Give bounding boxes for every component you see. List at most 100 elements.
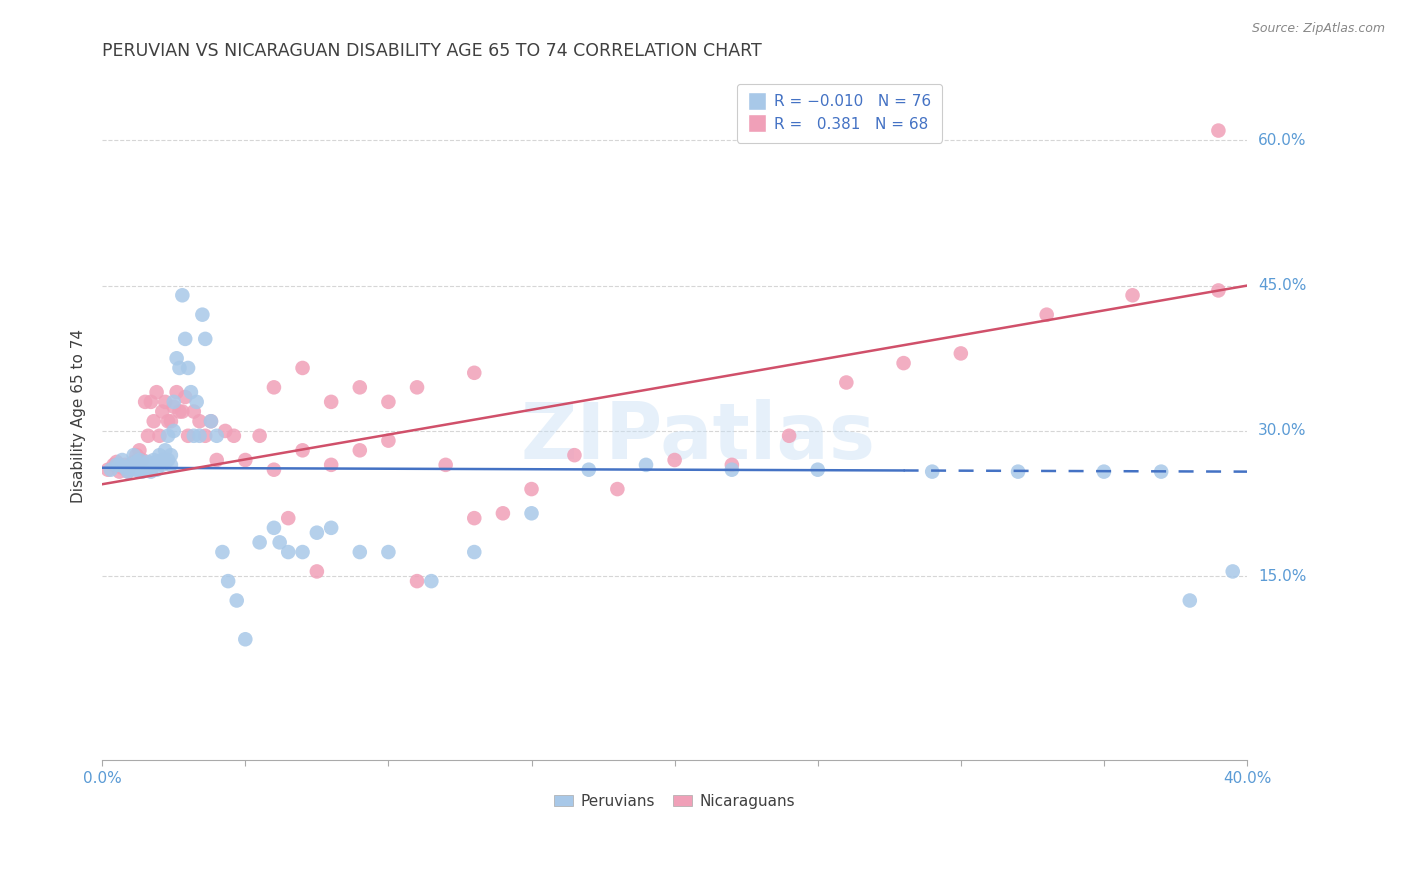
Point [1222, 565, 1244, 579]
Point [153, 455, 176, 469]
Point [111, 453, 134, 467]
Point [117, 465, 139, 479]
Point [520, 482, 543, 496]
Point [263, 463, 285, 477]
Point [103, 458, 125, 472]
Point [163, 424, 186, 438]
Point [349, 545, 371, 559]
Point [139, 458, 162, 472]
Point [921, 465, 943, 479]
Text: 15.0%: 15.0% [1258, 569, 1306, 583]
Text: 60.0%: 60.0% [1258, 133, 1306, 148]
Point [166, 385, 188, 400]
Point [131, 465, 153, 479]
Point [160, 448, 183, 462]
Point [807, 463, 830, 477]
Point [564, 448, 586, 462]
Point [492, 506, 515, 520]
Point [153, 443, 176, 458]
Point [1035, 308, 1057, 322]
Point [1122, 288, 1144, 302]
Point [174, 390, 197, 404]
Point [134, 395, 156, 409]
Point [174, 332, 197, 346]
Point [249, 535, 271, 549]
Point [122, 448, 145, 462]
Point [205, 453, 228, 467]
Point [157, 429, 180, 443]
Point [97, 463, 120, 477]
Text: PERUVIAN VS NICARAGUAN DISABILITY AGE 65 TO 74 CORRELATION CHART: PERUVIAN VS NICARAGUAN DISABILITY AGE 65… [103, 42, 762, 60]
Point [136, 429, 159, 443]
Point [249, 429, 271, 443]
Point [321, 521, 343, 535]
Point [142, 453, 165, 467]
Point [291, 361, 314, 376]
Point [1150, 465, 1173, 479]
Point [136, 460, 159, 475]
Point [169, 361, 191, 376]
Point [305, 525, 328, 540]
Point [222, 429, 245, 443]
Point [172, 404, 194, 418]
Point [194, 332, 217, 346]
Point [291, 443, 314, 458]
Point [214, 424, 236, 438]
Point [163, 395, 186, 409]
Point [191, 308, 214, 322]
Point [321, 395, 343, 409]
Point [134, 463, 156, 477]
Point [114, 458, 136, 472]
Point [200, 414, 222, 428]
Point [277, 511, 299, 525]
Text: 30.0%: 30.0% [1258, 424, 1306, 439]
Point [131, 453, 153, 467]
Point [263, 380, 285, 394]
Point [269, 535, 291, 549]
Point [108, 465, 131, 479]
Point [1178, 593, 1201, 607]
Point [377, 434, 399, 448]
Point [145, 463, 167, 477]
Point [125, 455, 148, 469]
Point [835, 376, 858, 390]
Point [148, 448, 170, 462]
Point [160, 414, 183, 428]
Point [166, 351, 188, 366]
Point [520, 506, 543, 520]
Point [291, 545, 314, 559]
Point [120, 458, 142, 472]
Y-axis label: Disability Age 65 to 74: Disability Age 65 to 74 [72, 329, 86, 503]
Point [136, 455, 159, 469]
Point [163, 400, 186, 414]
Point [233, 453, 256, 467]
Point [153, 395, 176, 409]
Point [225, 593, 247, 607]
Point [139, 465, 162, 479]
Point [377, 545, 399, 559]
Legend: Peruvians, Nicaraguans: Peruvians, Nicaraguans [548, 788, 801, 814]
Point [721, 458, 744, 472]
Point [664, 453, 686, 467]
Point [377, 395, 399, 409]
Point [105, 455, 128, 469]
Point [1092, 465, 1115, 479]
Point [142, 458, 165, 472]
Point [128, 443, 150, 458]
Point [105, 458, 128, 472]
Point [420, 574, 443, 588]
Point [157, 414, 180, 428]
Point [463, 511, 485, 525]
Point [111, 460, 134, 475]
Point [150, 458, 173, 472]
Point [1007, 465, 1029, 479]
Point [142, 414, 165, 428]
Point [120, 458, 142, 472]
Point [150, 453, 173, 467]
Point [1208, 123, 1230, 137]
Point [305, 565, 328, 579]
Point [157, 453, 180, 467]
Point [122, 455, 145, 469]
Point [463, 545, 485, 559]
Point [150, 404, 173, 418]
